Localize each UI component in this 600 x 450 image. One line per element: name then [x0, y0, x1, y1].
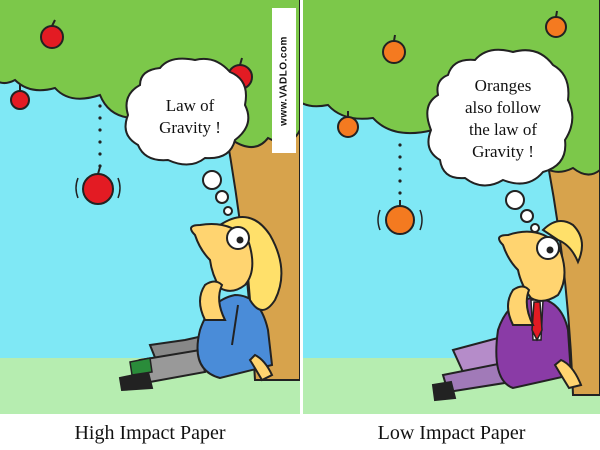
left-panel-illustration — [0, 0, 300, 414]
watermark-text: www.VADLO.com — [278, 35, 290, 126]
thought-bubble-left: Law of Gravity ! — [135, 95, 245, 139]
thought-line: the law of — [469, 120, 537, 139]
watermark: www.VADLO.com — [272, 8, 296, 153]
thought-line: Gravity ! — [159, 118, 221, 137]
thought-line: Gravity ! — [472, 142, 534, 161]
right-panel-illustration — [303, 0, 600, 414]
right-panel: Oranges also follow the law of Gravity ! — [303, 0, 600, 414]
thought-bubble-right: Oranges also follow the law of Gravity ! — [433, 75, 573, 163]
left-panel: Law of Gravity ! www.VADLO.com — [0, 0, 300, 414]
thought-line: Oranges — [474, 76, 532, 95]
caption-high-impact: High Impact Paper — [74, 422, 226, 444]
caption-low-impact: Low Impact Paper — [377, 422, 526, 444]
thought-line: Law of — [165, 96, 215, 115]
thought-line: also follow — [464, 98, 542, 117]
